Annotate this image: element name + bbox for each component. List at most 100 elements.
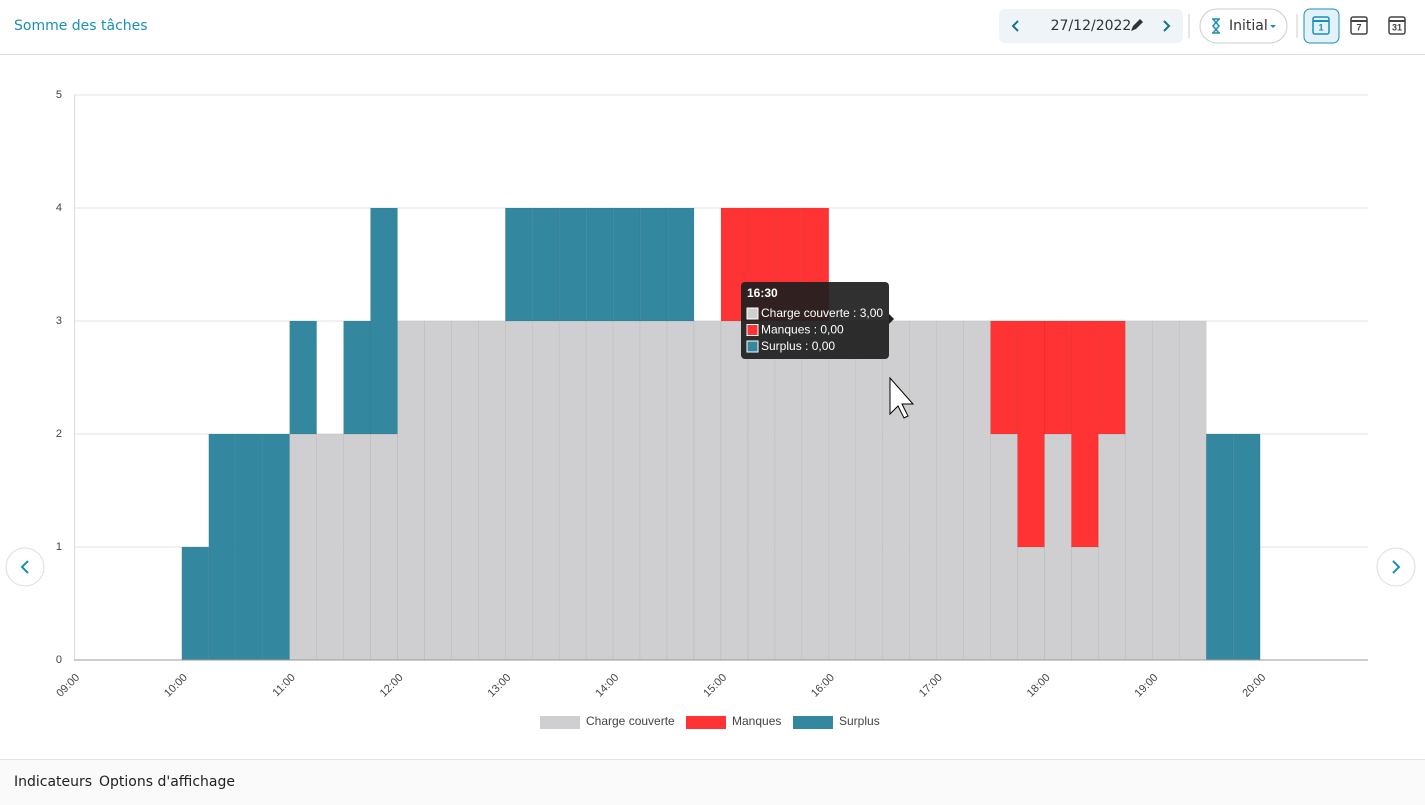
tooltip-swatch <box>746 307 759 320</box>
bar-segment <box>639 207 668 322</box>
bar-segment <box>882 320 911 661</box>
bar-segment <box>990 433 1018 661</box>
bar-segment <box>1232 433 1261 661</box>
bar-segment <box>612 320 641 661</box>
next-date[interactable] <box>1163 20 1171 32</box>
calendar-icon <box>1312 16 1330 35</box>
bar-segment <box>693 320 722 661</box>
footer <box>0 759 1425 805</box>
calendar-number: 1 <box>1318 22 1323 32</box>
bar-segment <box>424 320 452 661</box>
bar-segment <box>1205 433 1234 661</box>
tooltip-line: Surplus : 0,00 <box>761 339 835 353</box>
calendar-number: 7 <box>1356 22 1361 32</box>
bar-segment <box>585 207 614 322</box>
scenario-select[interactable] <box>1199 8 1288 44</box>
bar-segment <box>585 320 614 661</box>
tab[interactable]: Indicateurs <box>14 774 92 790</box>
bar-segment <box>639 320 668 661</box>
bar-segment <box>1017 546 1045 661</box>
tooltip: 16:30 Charge couverte : 3,00 Manques : 0,… <box>741 282 894 359</box>
y-tick-label: 2 <box>56 428 62 440</box>
bar-segment <box>505 207 533 322</box>
bar-segment <box>289 320 317 435</box>
y-tick-label: 5 <box>56 89 62 101</box>
bar-segment <box>531 320 560 661</box>
bar-segment <box>208 433 237 661</box>
dropdown-caret <box>1270 25 1276 28</box>
next-arrow <box>1392 560 1401 574</box>
bar-segment <box>370 433 398 661</box>
bar-segment <box>1017 320 1045 548</box>
bar-segment <box>828 320 857 661</box>
bar-segment <box>1044 320 1072 435</box>
bar-segment <box>963 320 991 661</box>
legend-swatch <box>793 716 833 729</box>
bar-segment <box>235 433 264 661</box>
bar-segment <box>666 207 695 322</box>
bar-segment <box>262 433 290 661</box>
bar-segment <box>936 320 964 661</box>
bar-segment <box>909 320 937 661</box>
date: 27/12/2022 <box>1051 18 1132 34</box>
page-title: Somme des tâches <box>14 18 148 34</box>
bar-segment <box>1071 320 1099 548</box>
bar-segment <box>343 433 371 661</box>
bar-segment <box>801 320 830 661</box>
bar-segment <box>316 433 344 661</box>
tooltip-line: Charge couverte : 3,00 <box>761 306 883 320</box>
calendar-number: 31 <box>1392 22 1402 32</box>
bar-segment <box>181 546 210 661</box>
bar-segment <box>1178 320 1207 661</box>
y-tick-label: 1 <box>56 541 62 553</box>
bar-segment <box>531 207 560 322</box>
edit-icon[interactable] <box>1131 19 1143 31</box>
scenario: Initial <box>1229 18 1268 34</box>
bar-segment <box>478 320 506 661</box>
legend-label: Surplus <box>839 714 880 728</box>
bar-segment <box>289 433 317 661</box>
bar-segment <box>370 207 398 435</box>
bar-segment <box>747 320 776 661</box>
calendar-icons: 1 7 31 <box>1312 16 1406 35</box>
date-picker[interactable] <box>999 9 1183 43</box>
bar-segment <box>343 320 371 435</box>
bar-segment <box>666 320 695 661</box>
bar-segment <box>1071 546 1099 661</box>
tooltip-swatch <box>746 324 759 336</box>
y-tick-label: 4 <box>56 202 62 214</box>
legend-label: Manques <box>732 714 781 728</box>
bar-segment <box>397 320 425 661</box>
prev-arrow <box>20 560 29 574</box>
bar-segment <box>558 320 587 661</box>
bar-segment <box>451 320 479 661</box>
bar-segment <box>990 320 1018 435</box>
bar-segment <box>720 320 749 661</box>
cursor <box>889 376 915 419</box>
bar-segment <box>774 320 803 661</box>
bar-segment <box>612 207 641 322</box>
tooltip-arrow <box>889 314 894 324</box>
bar-segment <box>1152 320 1180 661</box>
tab[interactable]: Options d'affichage <box>99 774 235 790</box>
prev-date[interactable] <box>1011 20 1019 32</box>
prev-button[interactable] <box>5 547 45 587</box>
bar-segment <box>1098 433 1126 661</box>
legend-swatch <box>686 716 726 729</box>
y-tick-label: 0 <box>56 654 62 666</box>
next-button[interactable] <box>1376 547 1416 587</box>
calendar-icon <box>1388 16 1406 35</box>
tooltip-swatch <box>746 340 759 353</box>
hourglass-icon <box>1212 18 1220 34</box>
bar-segment <box>505 320 533 661</box>
bar-segment <box>1044 433 1072 661</box>
y-tick-label: 3 <box>56 315 62 327</box>
tooltip-line: Manques : 0,00 <box>761 323 844 337</box>
calendar-icon <box>1350 16 1368 35</box>
tooltip-box <box>741 282 889 359</box>
legend-label: Charge couverte <box>586 714 675 728</box>
bar-segment <box>558 207 587 322</box>
